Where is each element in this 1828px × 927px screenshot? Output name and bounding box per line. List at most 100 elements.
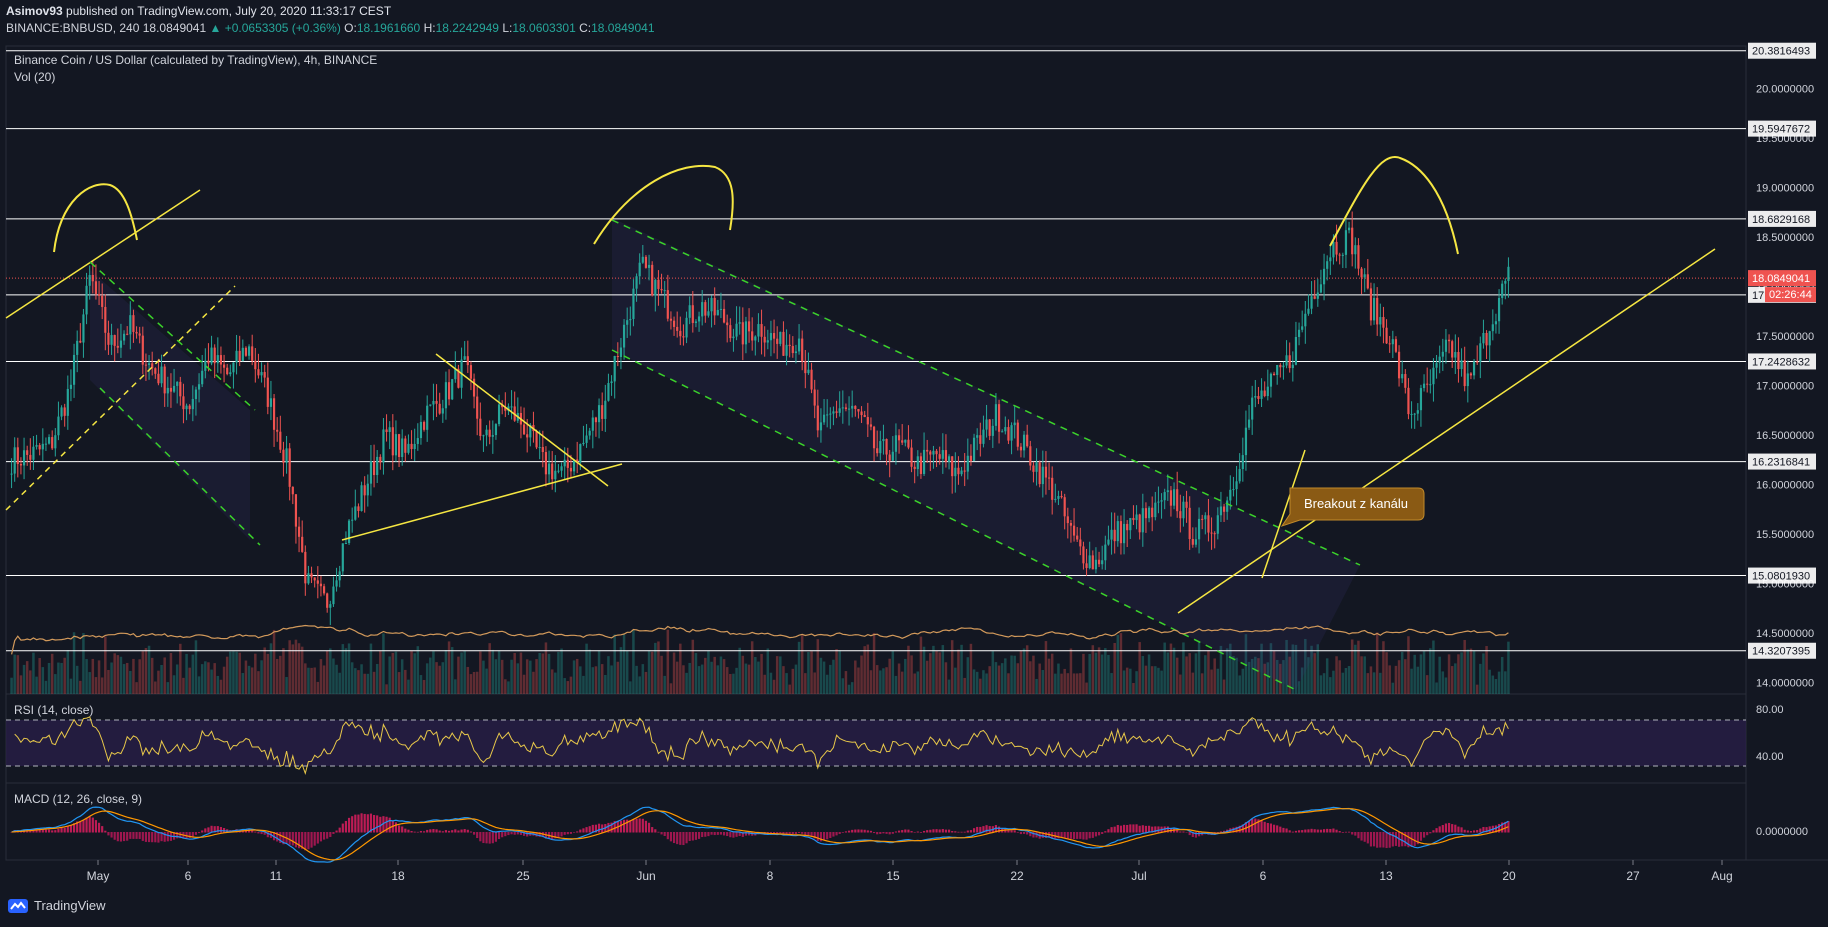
- volume-bar: [572, 660, 576, 694]
- breakout-annotation[interactable]: Breakout z kanálu: [1280, 487, 1425, 527]
- macd-histogram-bar: [1404, 832, 1407, 847]
- volume-bar: [460, 652, 463, 694]
- macd-histogram-bar: [1382, 832, 1385, 848]
- volume-bar: [172, 675, 176, 694]
- volume-bar: [866, 644, 870, 694]
- close-label: C:: [579, 21, 592, 35]
- rsi-band: [6, 720, 1746, 766]
- volume-bar: [888, 658, 891, 694]
- volume-bar: [513, 652, 516, 694]
- volume-bar: [1050, 653, 1054, 694]
- candle-body: [488, 429, 491, 437]
- macd-histogram-bar: [1007, 830, 1010, 833]
- volume-bar: [1400, 651, 1404, 694]
- macd-histogram-bar: [219, 826, 223, 833]
- macd-histogram-bar: [969, 830, 973, 833]
- candle-body: [1507, 266, 1510, 281]
- candle-body: [985, 419, 988, 430]
- candle-body: [441, 408, 444, 414]
- macd-histogram-bar: [507, 832, 510, 836]
- symbol-label[interactable]: BINANCE:BNBUSD, 240: [6, 21, 140, 35]
- macd-histogram-bar: [513, 832, 516, 835]
- candle-body: [1354, 245, 1357, 255]
- volume-bar: [1150, 666, 1154, 694]
- candle-body: [247, 346, 251, 356]
- macd-histogram-bar: [482, 832, 485, 844]
- volume-bar: [466, 666, 470, 694]
- macd-histogram-bar: [1372, 832, 1376, 847]
- candle-body: [388, 427, 391, 432]
- candle-body: [982, 429, 985, 444]
- candle-body: [935, 450, 938, 455]
- volume-bar: [22, 664, 26, 694]
- macd-histogram-bar: [94, 820, 98, 833]
- candle-body: [266, 377, 269, 407]
- macd-histogram-bar: [1426, 832, 1429, 836]
- time-tick-label: 6: [1260, 869, 1267, 883]
- candle-body: [216, 355, 219, 364]
- macd-histogram-bar: [1432, 830, 1435, 833]
- author-name[interactable]: Asimov93: [6, 4, 63, 18]
- volume-bar: [563, 678, 566, 694]
- volume-bar: [1494, 679, 1498, 694]
- volume-bar: [1135, 671, 1138, 694]
- candle-body: [1407, 387, 1410, 415]
- volume-bar: [641, 664, 645, 694]
- macd-histogram-bar: [1060, 832, 1063, 838]
- candle-body: [301, 536, 304, 552]
- macd-histogram-bar: [172, 832, 176, 840]
- volume-bar: [885, 667, 888, 694]
- candle-body: [1069, 523, 1073, 526]
- candle-body: [47, 437, 51, 444]
- macd-histogram-bar: [254, 831, 257, 833]
- volume-bar: [194, 640, 198, 694]
- volume-bar: [791, 668, 795, 694]
- volume-bar: [85, 659, 88, 694]
- macd-histogram-bar: [813, 832, 816, 839]
- candle-body: [354, 506, 357, 520]
- volume-bar: [82, 633, 85, 694]
- volume-bar: [1354, 644, 1357, 694]
- candle-body: [1466, 373, 1469, 387]
- macd-histogram-bar: [372, 814, 376, 833]
- candle-body: [1097, 559, 1101, 565]
- candle-body: [1469, 373, 1473, 376]
- candle-body: [1372, 297, 1376, 321]
- volume-bar: [619, 647, 623, 694]
- volume-bar: [244, 660, 248, 694]
- volume-bar: [997, 665, 1001, 694]
- candle-body: [1357, 245, 1360, 269]
- macd-histogram-bar: [516, 832, 519, 835]
- time-tick-label: 15: [886, 869, 900, 883]
- candle-body: [401, 438, 404, 457]
- macd-histogram-bar: [257, 832, 260, 834]
- candle-body: [501, 404, 504, 408]
- candle-body: [597, 405, 601, 423]
- candle-body: [860, 411, 863, 416]
- volume-bar: [282, 648, 285, 694]
- candle-body: [119, 340, 123, 348]
- candle-body: [279, 431, 282, 450]
- volume-bar: [1241, 668, 1245, 694]
- candle-body: [607, 383, 610, 401]
- volume-bar: [663, 675, 666, 694]
- volume-bar: [285, 677, 288, 694]
- candle-body: [407, 443, 410, 453]
- tradingview-logo[interactable]: TradingView: [8, 898, 106, 913]
- volume-bar: [657, 641, 660, 694]
- volume-bar: [1435, 682, 1438, 694]
- macd-histogram-bar: [1116, 824, 1119, 833]
- candle-body: [1332, 241, 1335, 258]
- volume-bar: [1013, 655, 1016, 694]
- candle-body: [685, 317, 688, 338]
- macd-histogram-bar: [976, 826, 979, 833]
- macd-histogram-bar: [413, 831, 416, 833]
- macd-histogram-bar: [594, 824, 598, 833]
- volume-bar: [47, 662, 51, 694]
- candle-body: [1063, 497, 1066, 517]
- candle-body: [1338, 254, 1341, 256]
- macd-histogram-bar: [1110, 827, 1113, 833]
- candle-body: [847, 408, 851, 410]
- macd-histogram-bar: [1132, 824, 1135, 833]
